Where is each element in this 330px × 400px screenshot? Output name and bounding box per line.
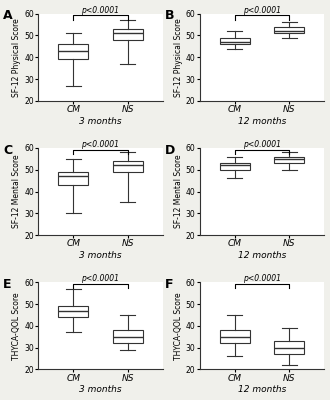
Text: F: F (165, 278, 173, 291)
PathPatch shape (274, 157, 304, 163)
X-axis label: 12 months: 12 months (238, 251, 286, 260)
Text: p<0.0001: p<0.0001 (82, 6, 119, 14)
Text: p<0.0001: p<0.0001 (82, 274, 119, 283)
PathPatch shape (220, 163, 250, 170)
X-axis label: 12 months: 12 months (238, 117, 286, 126)
Text: p<0.0001: p<0.0001 (82, 140, 119, 149)
PathPatch shape (274, 27, 304, 33)
Text: B: B (165, 9, 174, 22)
Text: D: D (165, 144, 175, 156)
PathPatch shape (58, 306, 88, 317)
Text: C: C (3, 144, 12, 156)
Y-axis label: SF-12 Physical Score: SF-12 Physical Score (174, 18, 183, 97)
Text: p<0.0001: p<0.0001 (243, 6, 281, 14)
Y-axis label: THYCA-QOL Score: THYCA-QOL Score (174, 292, 183, 360)
X-axis label: 12 months: 12 months (238, 386, 286, 394)
PathPatch shape (113, 330, 143, 343)
PathPatch shape (58, 172, 88, 185)
Y-axis label: SF-12 Physical Score: SF-12 Physical Score (13, 18, 21, 97)
Text: A: A (3, 9, 13, 22)
Y-axis label: SF-12 Mental Score: SF-12 Mental Score (174, 155, 183, 228)
Y-axis label: THYCA-QOL Score: THYCA-QOL Score (13, 292, 21, 360)
Text: p<0.0001: p<0.0001 (243, 140, 281, 149)
Text: p<0.0001: p<0.0001 (243, 274, 281, 283)
Text: E: E (3, 278, 12, 291)
X-axis label: 3 months: 3 months (79, 117, 122, 126)
PathPatch shape (220, 38, 250, 44)
Y-axis label: SF-12 Mental Score: SF-12 Mental Score (13, 155, 21, 228)
PathPatch shape (113, 29, 143, 40)
X-axis label: 3 months: 3 months (79, 386, 122, 394)
X-axis label: 3 months: 3 months (79, 251, 122, 260)
PathPatch shape (220, 330, 250, 343)
PathPatch shape (58, 44, 88, 60)
PathPatch shape (113, 161, 143, 172)
PathPatch shape (274, 341, 304, 354)
